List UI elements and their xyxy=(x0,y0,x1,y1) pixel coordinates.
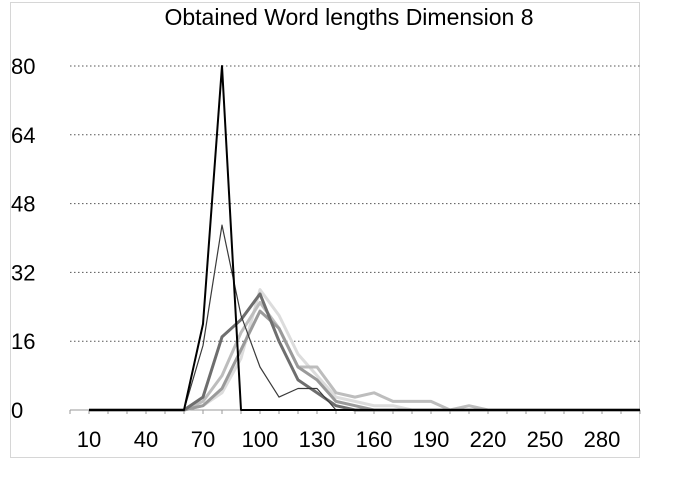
x-tick-label: 160 xyxy=(356,427,393,452)
y-tick-label: 32 xyxy=(11,260,35,285)
x-tick-label: 130 xyxy=(299,427,336,452)
x-tick-label: 100 xyxy=(242,427,279,452)
gridlines xyxy=(70,65,640,342)
y-axis-tick-labels: 80 64 48 32 16 0 xyxy=(11,54,35,423)
series-line-2 xyxy=(89,224,640,411)
series-line-5 xyxy=(89,301,640,412)
series-lines xyxy=(89,65,640,412)
y-tick-label: 80 xyxy=(11,54,35,79)
x-tick-label: 220 xyxy=(470,427,507,452)
x-tick-label: 70 xyxy=(191,427,215,452)
chart-frame xyxy=(10,2,640,458)
x-tick-label: 250 xyxy=(527,427,564,452)
x-tick-label: 10 xyxy=(77,427,101,452)
x-tick-label: 280 xyxy=(584,427,621,452)
series-line-1 xyxy=(89,65,640,411)
series-line-3 xyxy=(89,292,640,412)
y-tick-label: 0 xyxy=(11,398,23,423)
y-tick-label: 48 xyxy=(11,192,35,217)
y-tick-label: 16 xyxy=(11,329,35,354)
x-tick-label: 40 xyxy=(134,427,158,452)
series-line-6 xyxy=(89,288,640,412)
y-tick-label: 64 xyxy=(11,123,35,148)
chart-title: Obtained Word lengths Dimension 8 xyxy=(164,4,534,30)
x-tick-label: 190 xyxy=(413,427,450,452)
x-axis-tick-labels: 10 40 70 100 130 160 190 220 250 280 xyxy=(77,427,621,452)
